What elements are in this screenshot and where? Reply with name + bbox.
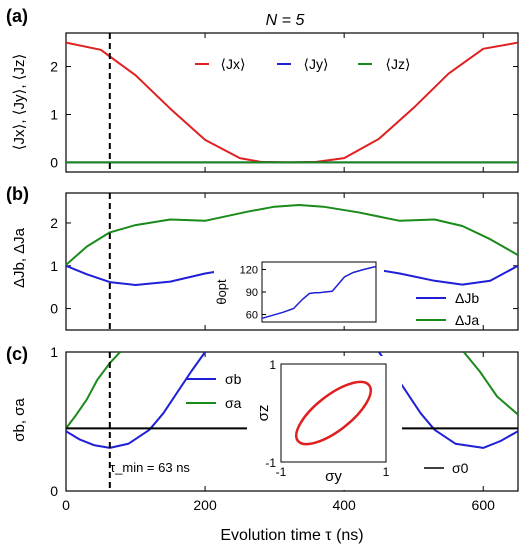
legend-label: ΔJb (455, 290, 479, 306)
inset-y-tick-label: 1 (269, 358, 276, 372)
legend-label: ⟨Jz⟩ (386, 56, 411, 72)
inset-xlabel: σy (325, 468, 342, 485)
inset-ylabel: θopt (214, 279, 229, 305)
inset-y-tick-label: 60 (246, 310, 258, 322)
ylabel-a: ⟨Jx⟩, ⟨Jy⟩, ⟨Jz⟩ (11, 54, 28, 151)
inset-x-tick-label: 1 (383, 465, 390, 479)
legend-label: σ0 (452, 460, 469, 476)
x-tick-label: 600 (472, 497, 496, 513)
series-line (66, 204, 518, 266)
tau-min-label: τ_min = 63 ns (110, 460, 190, 475)
panel-frame (65, 32, 519, 173)
panel-frame (65, 192, 519, 331)
panel-frame (65, 351, 519, 492)
panel-label-c: (c) (6, 344, 28, 364)
series-line (463, 352, 518, 416)
y-tick-label: 2 (50, 59, 58, 75)
legend-label: σb (225, 371, 242, 387)
series-line (66, 352, 206, 449)
y-tick-label: 2 (50, 215, 58, 231)
xaxis-label: Evolution time τ (ns) (220, 527, 363, 544)
y-tick-label: 0 (50, 301, 58, 317)
inset-ylabel: σz (255, 405, 272, 422)
series-line (66, 352, 121, 430)
x-tick-label: 0 (62, 497, 70, 513)
panel-label-a: (a) (6, 6, 28, 26)
inset-y-tick-label: 120 (240, 265, 258, 277)
ylabel-c: σb, σa (11, 398, 28, 442)
series-line (66, 41, 518, 164)
series-group (66, 41, 518, 164)
figure-title: N = 5 (266, 12, 305, 29)
x-tick-label: 200 (193, 497, 217, 513)
y-tick-label: 0 (50, 154, 58, 170)
panel-label-b: (b) (6, 184, 29, 204)
inset-ellipse (295, 380, 372, 446)
ylabel-b: ΔJb, ΔJa (11, 227, 28, 288)
legend-label: ⟨Jx⟩ (221, 56, 246, 72)
inset-y-tick-label: -1 (265, 456, 276, 470)
legend-label: σa (225, 395, 242, 411)
inset-frame (280, 363, 387, 463)
legend-label: ΔJa (455, 312, 479, 328)
y-tick-label: 1 (50, 344, 58, 360)
inset-y-tick-label: 90 (246, 287, 258, 299)
y-tick-label: 1 (50, 106, 58, 122)
inset-x-tick-label: -1 (276, 465, 287, 479)
legend-label: ⟨Jy⟩ (304, 56, 329, 72)
x-tick-label: 400 (332, 497, 356, 513)
y-tick-label: 0 (50, 483, 58, 499)
inset-series-line (261, 265, 377, 320)
y-tick-label: 1 (50, 258, 58, 274)
